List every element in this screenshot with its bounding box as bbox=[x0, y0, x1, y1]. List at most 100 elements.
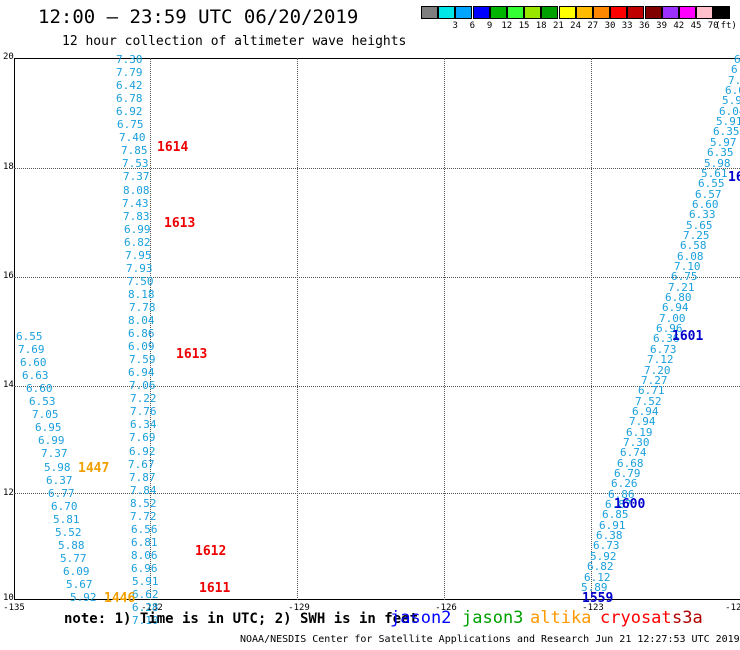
wave-height-value: 7.69 bbox=[18, 343, 45, 357]
y-tick-label: 20 bbox=[3, 52, 14, 62]
wave-height-value: 6.86 bbox=[608, 487, 635, 501]
page-subtitle: 12 hour collection of altimeter wave hei… bbox=[62, 34, 407, 49]
wave-height-value: 6.42 bbox=[116, 79, 143, 93]
wave-height-value: 6.55 bbox=[698, 177, 725, 191]
wave-height-value: 6.77 bbox=[48, 486, 75, 500]
wave-height-value: 6.92 bbox=[116, 105, 143, 119]
color-swatch-label: 33 bbox=[621, 21, 633, 31]
wave-height-value: 7.30 bbox=[623, 435, 650, 449]
color-swatch bbox=[661, 6, 679, 19]
wave-height-value: 5.61 bbox=[701, 166, 728, 180]
wave-height-value: 7.22 bbox=[130, 392, 157, 406]
legend-jason3: jason3 bbox=[462, 608, 524, 628]
pass-time-label: 1601 bbox=[672, 329, 704, 344]
wave-height-value: 5.89 bbox=[581, 580, 608, 594]
wave-height-value: 6.81 bbox=[131, 535, 158, 549]
wave-height-value: 6.08 bbox=[677, 249, 704, 263]
color-swatch bbox=[713, 6, 731, 19]
wave-height-value: 6.37 bbox=[46, 473, 73, 487]
wave-height-value: 6.94 bbox=[632, 404, 659, 418]
wave-height-value: 6.75 bbox=[117, 118, 144, 132]
pass-time-label: 16 bbox=[728, 170, 740, 185]
wave-height-value: 7.85 bbox=[121, 144, 148, 158]
x-tick-label: -123 bbox=[582, 603, 604, 613]
wave-height-value: 6.19 bbox=[626, 425, 653, 439]
wave-height-value: 6.36 bbox=[653, 332, 680, 346]
wave-height-value: 7.00 bbox=[659, 311, 686, 325]
wave-height-value: 5.97 bbox=[710, 135, 737, 149]
color-swatch bbox=[575, 6, 593, 19]
color-swatch-label: 39 bbox=[656, 21, 668, 31]
wave-height-value: 6.35 bbox=[707, 146, 734, 160]
color-swatch bbox=[593, 6, 610, 19]
color-swatch-label: 18 bbox=[535, 21, 547, 31]
wave-height-value: 6.78 bbox=[116, 92, 143, 106]
color-swatch-label: 27 bbox=[587, 21, 599, 31]
pass-time-label: 1613 bbox=[176, 347, 208, 362]
wave-height-value: 6.56 bbox=[131, 522, 158, 536]
wave-height-value: 6.60 bbox=[26, 382, 53, 396]
y-tick-label: 18 bbox=[3, 162, 14, 172]
wave-height-value: 6.09 bbox=[63, 564, 90, 578]
legend-altika: altika bbox=[530, 608, 592, 628]
pass-time-label: 1612 bbox=[195, 544, 227, 559]
wave-height-value: 7.95 bbox=[125, 248, 152, 262]
map-plot-area bbox=[14, 58, 740, 600]
color-swatch bbox=[610, 6, 628, 19]
wave-height-value: 6.33 bbox=[689, 208, 716, 222]
wave-height-value: 6.95 bbox=[35, 421, 62, 435]
wave-height-value: 6.26 bbox=[611, 477, 638, 491]
wave-height-value: 6.12 bbox=[584, 570, 611, 584]
wave-height-value: 6.55 bbox=[16, 330, 43, 343]
wave-height-value: 7.59 bbox=[129, 353, 156, 367]
color-swatch bbox=[524, 6, 542, 19]
wave-height-value: 7.67 bbox=[128, 457, 155, 471]
color-swatch bbox=[421, 6, 438, 19]
pass-time-label: 1614 bbox=[157, 140, 189, 155]
x-tick-label: -132 bbox=[141, 603, 163, 613]
color-swatch-label: 12 bbox=[501, 21, 513, 31]
pass-time-label: 1446 bbox=[104, 591, 136, 606]
wave-height-value: 6.35 bbox=[713, 125, 740, 139]
wave-height-value: 7.79 bbox=[116, 66, 143, 80]
wave-height-value: 6.85 bbox=[602, 508, 629, 522]
wave-height-value: 5.92 bbox=[590, 549, 617, 563]
longitude-gridline bbox=[591, 58, 592, 600]
color-swatch bbox=[455, 6, 473, 19]
wave-height-value: 7.87 bbox=[129, 470, 156, 484]
wave-height-value: 7.52 bbox=[635, 394, 662, 408]
wave-height-value: 6.63 bbox=[22, 369, 49, 383]
latitude-gridline bbox=[14, 277, 740, 278]
wave-height-value: 6.28 bbox=[132, 601, 159, 615]
wave-height-value: 5.52 bbox=[55, 525, 82, 539]
color-swatch-label: 6 bbox=[469, 21, 476, 31]
color-swatch-label: 36 bbox=[638, 21, 650, 31]
wave-height-value: 7.83 bbox=[123, 209, 150, 223]
wave-height-value: 6.94 bbox=[128, 366, 155, 380]
wave-height-value: 7.40 bbox=[119, 131, 146, 145]
wave-height-value: 7.72 bbox=[130, 509, 157, 523]
y-tick-label: 14 bbox=[3, 380, 14, 390]
wave-height-value: 7.37 bbox=[123, 170, 150, 184]
pass-time-label: 1611 bbox=[199, 581, 231, 596]
pass-time-label: 1559 bbox=[582, 591, 614, 606]
wave-height-value: 6.79 bbox=[614, 467, 641, 480]
wave-height-value: 7.21 bbox=[668, 280, 695, 294]
legend-jason2: jason2 bbox=[390, 608, 452, 628]
longitude-gridline bbox=[444, 58, 445, 600]
wave-height-value: 7.84 bbox=[130, 483, 157, 497]
wave-height-value: 8.04 bbox=[128, 314, 155, 327]
wave-height-value: 6.74 bbox=[620, 446, 647, 460]
wave-height-value: 7.25 bbox=[683, 228, 710, 242]
color-swatch-label: 21 bbox=[552, 21, 564, 31]
wave-height-value: 6.73 bbox=[650, 342, 677, 356]
pass-time-label: 1613 bbox=[164, 216, 196, 231]
color-swatch-label: 45 bbox=[690, 21, 702, 31]
wave-height-value: 8.18 bbox=[128, 287, 155, 301]
color-swatch bbox=[541, 6, 559, 19]
wave-height-value: 7.20 bbox=[644, 363, 671, 377]
wave-height-value: 6.99 bbox=[38, 434, 65, 448]
wave-height-value: 5.88 bbox=[58, 538, 85, 552]
wave-height-value: 5.91 bbox=[716, 115, 740, 129]
wave-height-value: 5.91 bbox=[132, 575, 159, 588]
